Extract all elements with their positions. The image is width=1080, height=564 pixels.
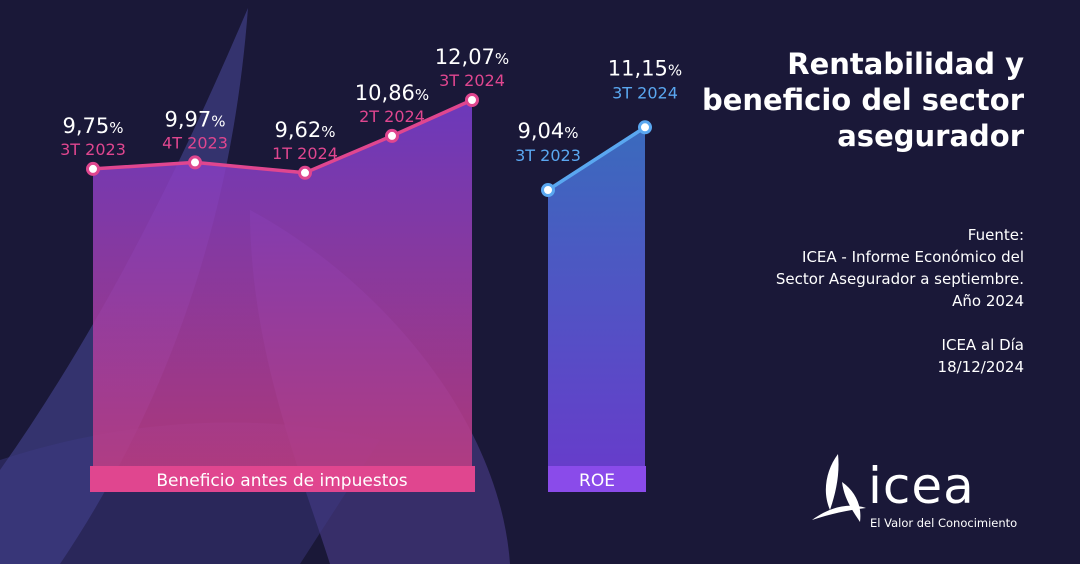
point-beneficio-3: [385, 128, 399, 143]
value-label-beneficio-4: 12,07%: [435, 45, 509, 69]
value-label-roe-0: 9,04%: [517, 119, 578, 143]
legend-band-roe: [548, 466, 646, 492]
period-label-beneficio-0: 3T 2023: [60, 140, 126, 159]
period-label-beneficio-3: 2T 2024: [359, 107, 425, 126]
point-beneficio-4: [465, 93, 479, 107]
title-line: asegurador: [837, 119, 1024, 153]
area-roe: [548, 127, 645, 467]
value-label-beneficio-1: 9,97%: [164, 107, 225, 131]
title-line: Rentabilidad y: [787, 47, 1024, 81]
source-line: 18/12/2024: [937, 358, 1024, 376]
source-line: ICEA al Día: [941, 336, 1024, 354]
legend-label-roe: ROE: [579, 471, 615, 491]
source-line: Fuente:: [967, 226, 1024, 244]
point-roe-1: [638, 120, 652, 135]
value-label-roe-1: 11,15%: [608, 56, 682, 80]
period-label-roe-1: 3T 2024: [612, 83, 678, 102]
legend-label-beneficio: Beneficio antes de impuestos: [156, 471, 407, 491]
source-line: Sector Asegurador a septiembre.: [775, 270, 1024, 288]
value-label-beneficio-3: 10,86%: [355, 81, 429, 105]
chart-title: Rentabilidad y beneficio del sector aseg…: [604, 46, 1024, 154]
icea-logo-icon: [812, 454, 866, 522]
period-label-beneficio-1: 4T 2023: [162, 133, 228, 152]
logo-wordmark: icea: [868, 457, 975, 515]
point-beneficio-2: [298, 165, 312, 180]
area-beneficio: [93, 100, 472, 466]
source-note: Fuente: ICEA - Informe Económico del Sec…: [604, 224, 1024, 378]
legend-band-beneficio: [90, 466, 475, 492]
title-line: beneficio del sector: [701, 83, 1024, 117]
logo-tagline: El Valor del Conocimiento: [870, 516, 1018, 530]
period-label-beneficio-4: 3T 2024: [439, 71, 505, 90]
source-line: ICEA - Informe Económico del: [802, 248, 1024, 266]
period-label-beneficio-2: 1T 2024: [272, 144, 338, 163]
point-roe-0: [541, 183, 555, 197]
point-beneficio-1: [188, 155, 202, 170]
value-label-beneficio-0: 9,75%: [62, 114, 123, 138]
point-beneficio-0: [86, 161, 100, 176]
source-spacer: [604, 312, 1024, 334]
source-line: Año 2024: [952, 292, 1024, 310]
value-label-beneficio-2: 9,62%: [274, 118, 335, 142]
line-roe: [547, 125, 646, 192]
period-label-roe-0: 3T 2023: [515, 146, 581, 165]
